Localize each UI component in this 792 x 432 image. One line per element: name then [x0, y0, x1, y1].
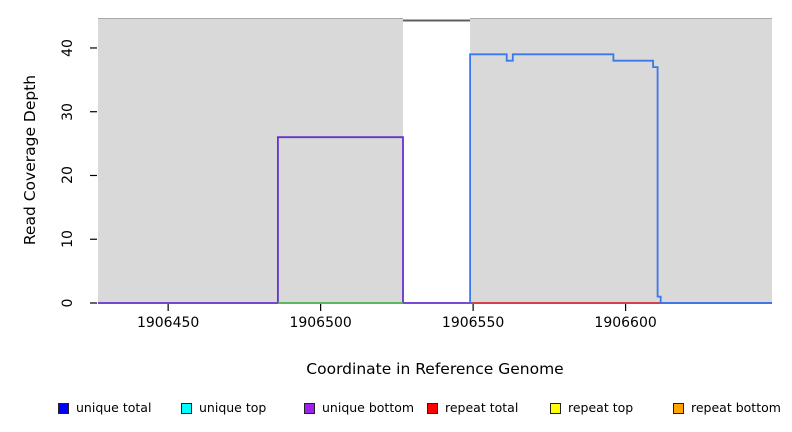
y-tick-label: 20	[60, 166, 76, 185]
y-tick-label: 30	[60, 102, 76, 121]
unique-region-left-band	[98, 18, 403, 304]
x-tick-label: 1906450	[136, 315, 200, 331]
y-tick-label: 10	[60, 230, 76, 249]
x-axis-title: Coordinate in Reference Genome	[306, 360, 564, 378]
series-unique-bottom	[98, 136, 772, 304]
unique-region-right-band	[470, 18, 772, 304]
x-tick-label: 1906500	[289, 315, 352, 331]
repeat-region-gap-band	[402, 18, 471, 304]
x-tick-label: 1906600	[594, 315, 657, 331]
y-tick-label: 0	[60, 298, 76, 308]
x-tick-label: 1906550	[441, 315, 505, 331]
y-tick-label: 40	[60, 39, 76, 57]
y-axis-title: Read Coverage Depth	[21, 74, 39, 246]
series-unique-total	[469, 53, 772, 304]
